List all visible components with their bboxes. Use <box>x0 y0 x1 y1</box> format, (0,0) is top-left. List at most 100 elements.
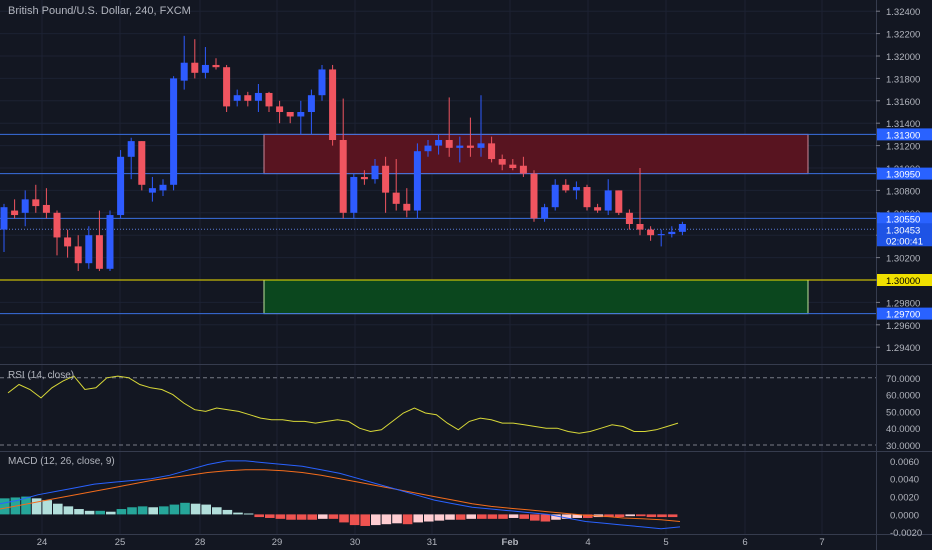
resistance-zone <box>263 133 809 175</box>
macd-histogram-bar <box>190 503 201 515</box>
candle[interactable] <box>244 91 252 107</box>
macd-histogram-bar <box>445 514 455 520</box>
rsi-panel[interactable] <box>0 375 876 446</box>
candle[interactable] <box>117 150 125 219</box>
candle[interactable] <box>85 226 93 269</box>
candle[interactable] <box>403 188 411 218</box>
candle[interactable] <box>445 97 453 157</box>
macd-histogram-bar <box>487 514 498 519</box>
rsi-line[interactable] <box>7 375 679 434</box>
candle[interactable] <box>604 179 612 216</box>
candle[interactable] <box>583 184 591 211</box>
candle[interactable] <box>286 112 294 124</box>
candle[interactable] <box>668 226 676 238</box>
candle[interactable] <box>74 235 82 272</box>
price-badge-level[interactable]: 1.31300 <box>877 128 932 141</box>
candle[interactable] <box>138 141 146 191</box>
candle[interactable] <box>530 170 538 222</box>
candle[interactable] <box>636 168 644 236</box>
candle[interactable] <box>42 188 50 219</box>
candle[interactable] <box>541 203 549 222</box>
macd-line[interactable] <box>0 460 681 530</box>
candle[interactable] <box>678 221 686 236</box>
candle[interactable] <box>498 154 506 171</box>
candle[interactable] <box>95 210 103 272</box>
time-tick-label: 31 <box>427 537 438 548</box>
candle[interactable] <box>201 47 209 79</box>
candle[interactable] <box>223 64 231 112</box>
candle[interactable] <box>382 156 390 213</box>
macd-panel[interactable] <box>0 460 681 530</box>
candle-body <box>583 187 591 208</box>
candle[interactable] <box>254 84 262 112</box>
candle[interactable] <box>572 181 580 200</box>
price-badge-level[interactable]: 1.29700 <box>877 307 932 321</box>
candle[interactable] <box>509 159 517 171</box>
candle[interactable] <box>127 137 135 180</box>
candle[interactable] <box>350 173 358 219</box>
candle[interactable] <box>413 143 421 219</box>
signal-line[interactable] <box>0 469 681 522</box>
macd-histogram-bar <box>201 504 211 515</box>
price-badge-support[interactable]: 1.30000 <box>877 274 932 287</box>
macd-histogram-bar <box>604 514 614 518</box>
candle-body <box>647 229 655 236</box>
candle[interactable] <box>318 64 326 101</box>
candle[interactable] <box>371 159 379 184</box>
candle[interactable] <box>657 229 665 247</box>
price-badge-level[interactable]: 1.30550 <box>877 212 932 225</box>
candle[interactable] <box>276 100 284 124</box>
time-axis[interactable]: 24 25 28 29 30 31 Feb 4 5 6 7 <box>37 537 825 548</box>
candle[interactable] <box>456 136 464 163</box>
candle[interactable] <box>339 98 347 219</box>
candle-body <box>53 212 61 238</box>
candle[interactable] <box>424 140 432 157</box>
candle[interactable] <box>392 159 400 211</box>
candle-body <box>233 95 241 101</box>
candle[interactable] <box>53 210 61 256</box>
candle[interactable] <box>180 35 188 90</box>
candle[interactable] <box>191 39 199 79</box>
candlestick-series[interactable] <box>0 35 686 272</box>
candle[interactable] <box>551 179 559 211</box>
candle[interactable] <box>519 156 527 177</box>
candle[interactable] <box>594 203 602 213</box>
candle[interactable] <box>148 176 156 202</box>
candle[interactable] <box>562 179 570 193</box>
candle[interactable] <box>625 209 633 230</box>
candle[interactable] <box>21 190 29 227</box>
candle[interactable] <box>615 190 623 216</box>
macd-histogram-bar <box>339 514 349 523</box>
candle[interactable] <box>11 199 19 219</box>
candle[interactable] <box>307 89 315 135</box>
candle[interactable] <box>32 184 40 213</box>
candle[interactable] <box>488 136 496 163</box>
candle[interactable] <box>360 170 368 185</box>
candle[interactable] <box>297 100 305 135</box>
candle[interactable] <box>647 226 655 241</box>
price-tick-label: 1.32400 <box>886 7 920 18</box>
candle[interactable] <box>265 91 273 112</box>
price-badge-level[interactable]: 1.30950 <box>877 167 932 181</box>
macd-histogram-bar <box>127 507 137 515</box>
badge-background <box>877 167 932 180</box>
candle[interactable] <box>435 134 443 155</box>
candle[interactable] <box>329 64 337 146</box>
candle[interactable] <box>159 179 167 196</box>
candle[interactable] <box>106 210 114 272</box>
price-axis[interactable]: 1.32400 1.32200 1.32000 1.31800 1.31600 1.314… <box>876 7 932 354</box>
candle[interactable] <box>233 89 241 107</box>
candle[interactable] <box>477 95 485 157</box>
macd-histogram-bar <box>328 514 339 519</box>
price-badge-last[interactable]: 1.30453 <box>877 223 932 236</box>
macd-histogram-bar <box>392 514 402 524</box>
price-tick-label: 1.29400 <box>886 343 920 354</box>
candle[interactable] <box>212 58 220 70</box>
candle[interactable] <box>466 117 474 157</box>
candle-body <box>636 224 644 230</box>
candle[interactable] <box>170 76 178 191</box>
candle[interactable] <box>64 229 72 258</box>
candle[interactable] <box>0 203 8 252</box>
